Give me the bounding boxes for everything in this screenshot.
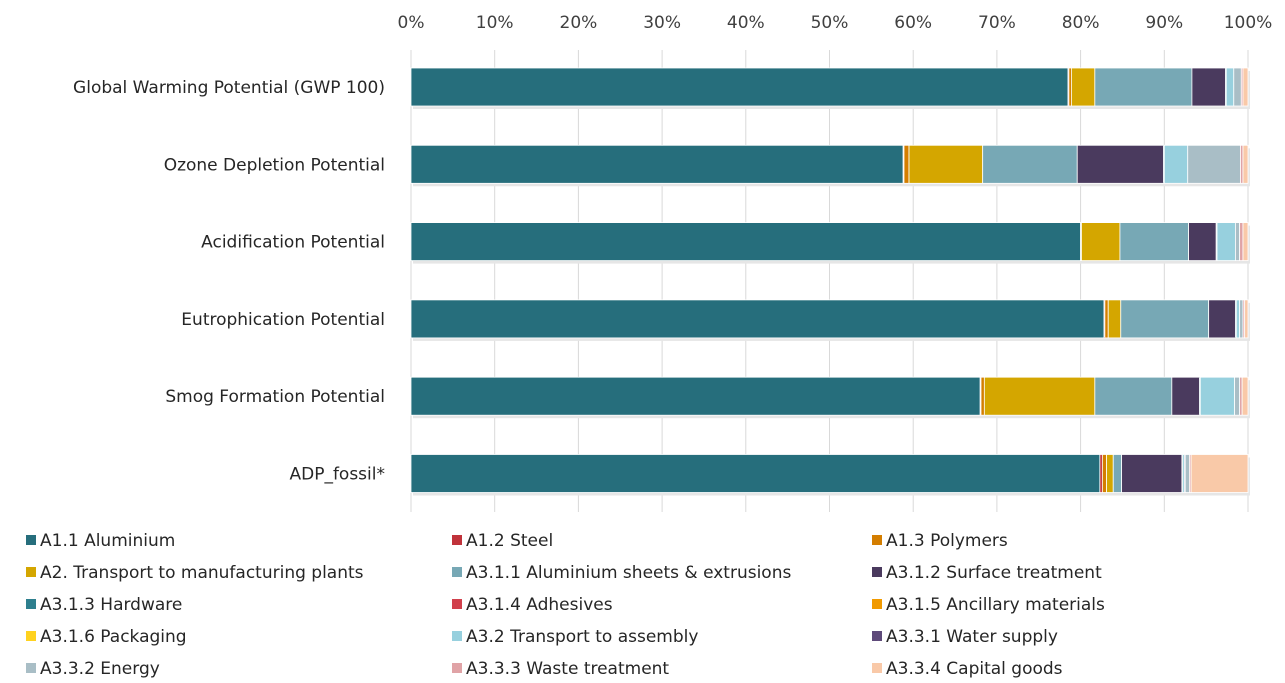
gridlines <box>410 50 1249 512</box>
legend-swatch <box>452 631 462 641</box>
bar-segment <box>982 144 1078 184</box>
bar-segment <box>1070 67 1096 107</box>
bar-segment <box>1188 222 1217 262</box>
bar-segment <box>1171 376 1200 416</box>
bar-segment <box>1107 299 1122 339</box>
bar-segment <box>1225 67 1235 107</box>
category-label: Acidification Potential <box>201 233 385 253</box>
bar-segment <box>1190 454 1249 493</box>
x-tick-label: 20% <box>560 13 598 33</box>
bar-segment <box>1184 454 1190 493</box>
bar-segment <box>1199 376 1236 416</box>
category-labels: Global Warming Potential (GWP 100) Ozone … <box>73 78 385 485</box>
legend-swatch <box>872 631 882 641</box>
bar-segment <box>1242 144 1249 184</box>
legend-label: A3.1.4 Adhesives <box>466 595 613 615</box>
category-label: ADP_fossil* <box>289 465 385 485</box>
legend-swatch <box>26 599 36 609</box>
bar-segment <box>1239 222 1244 262</box>
legend: A1.1 Aluminium A1.2 Steel A1.3 Polymers A2.… <box>26 531 1105 679</box>
bar-segment <box>1120 299 1210 339</box>
bar-segment <box>1242 222 1249 262</box>
bar-segment <box>1244 299 1249 339</box>
bar-segment <box>410 454 1101 493</box>
bars <box>410 67 1250 496</box>
legend-swatch <box>452 599 462 609</box>
legend-swatch <box>872 599 882 609</box>
category-label: Eutrophication Potential <box>181 310 385 330</box>
legend-label: A3.1.6 Packaging <box>40 627 187 647</box>
legend-swatch <box>452 663 462 673</box>
bar-segment <box>903 144 910 184</box>
bar-segment <box>1112 454 1123 493</box>
x-tick-label: 10% <box>476 13 514 33</box>
x-tick-label: 80% <box>1062 13 1100 33</box>
legend-swatch <box>872 663 882 673</box>
x-tick-label: 100% <box>1224 13 1273 33</box>
legend-label: A3.1.5 Ancillary materials <box>886 595 1105 615</box>
legend-label: A1.1 Aluminium <box>40 531 175 551</box>
legend-label: A3.1.2 Surface treatment <box>886 563 1102 583</box>
legend-swatch <box>26 631 36 641</box>
bar-segment <box>1119 222 1189 262</box>
bar-segment <box>1094 67 1193 107</box>
legend-label: A3.2 Transport to assembly <box>466 627 698 647</box>
bar-segment <box>1101 454 1107 493</box>
x-axis-ticks: 0% 10% 20% 30% 40% 50% 60% 70% 80% 90% 100% <box>398 13 1273 33</box>
legend-swatch <box>26 567 36 577</box>
legend-swatch <box>452 535 462 545</box>
bar-segment <box>1081 222 1121 262</box>
x-tick-label: 30% <box>643 13 681 33</box>
bar-segment <box>410 144 904 184</box>
bar-segment <box>1121 454 1183 493</box>
legend-swatch <box>872 567 882 577</box>
legend-label: A3.1.3 Hardware <box>40 595 182 615</box>
bar-segment <box>980 376 985 416</box>
bar-segment <box>1239 299 1244 339</box>
bar-segment <box>1242 67 1249 107</box>
bar-segment <box>1187 144 1241 184</box>
bar-segment <box>983 376 1096 416</box>
bar-segment <box>1076 144 1164 184</box>
bar-segment <box>1191 67 1226 107</box>
legend-label: A1.2 Steel <box>466 531 553 551</box>
bar-segment <box>1233 67 1242 107</box>
x-tick-label: 50% <box>811 13 849 33</box>
legend-label: A3.3.1 Water supply <box>886 627 1058 647</box>
x-tick-label: 40% <box>727 13 765 33</box>
legend-swatch <box>872 535 882 545</box>
bar-segment <box>1106 454 1114 493</box>
legend-label: A3.3.4 Capital goods <box>886 659 1063 679</box>
bar-segment <box>1163 144 1189 184</box>
x-tick-label: 70% <box>978 13 1016 33</box>
bar-segment <box>1235 222 1241 262</box>
bar-segment <box>908 144 984 184</box>
category-label: Global Warming Potential (GWP 100) <box>73 78 385 98</box>
bar-segment <box>1094 376 1173 416</box>
bar-segment <box>410 376 981 416</box>
legend-label: A2. Transport to manufacturing plants <box>40 563 364 583</box>
bar-segment <box>1241 376 1249 416</box>
legend-label: A3.1.1 Aluminium sheets & extrusions <box>466 563 791 583</box>
x-tick-label: 90% <box>1145 13 1183 33</box>
x-tick-label: 0% <box>398 13 425 33</box>
bar-segment <box>1104 299 1109 339</box>
bar-segment <box>410 299 1105 339</box>
legend-label: A1.3 Polymers <box>886 531 1008 551</box>
bar-segment <box>1234 376 1241 416</box>
category-label: Smog Formation Potential <box>165 387 385 407</box>
category-label: Ozone Depletion Potential <box>164 155 385 175</box>
bar-segment <box>410 222 1081 262</box>
bar-segment <box>1208 299 1236 339</box>
legend-label: A3.3.2 Energy <box>40 659 160 679</box>
legend-swatch <box>26 535 36 545</box>
x-tick-label: 60% <box>894 13 932 33</box>
legend-label: A3.3.3 Waste treatment <box>466 659 669 679</box>
legend-swatch <box>26 663 36 673</box>
bar-segment <box>1216 222 1236 262</box>
legend-swatch <box>452 567 462 577</box>
bar-segment <box>410 67 1069 107</box>
bar-segment <box>1235 299 1241 339</box>
